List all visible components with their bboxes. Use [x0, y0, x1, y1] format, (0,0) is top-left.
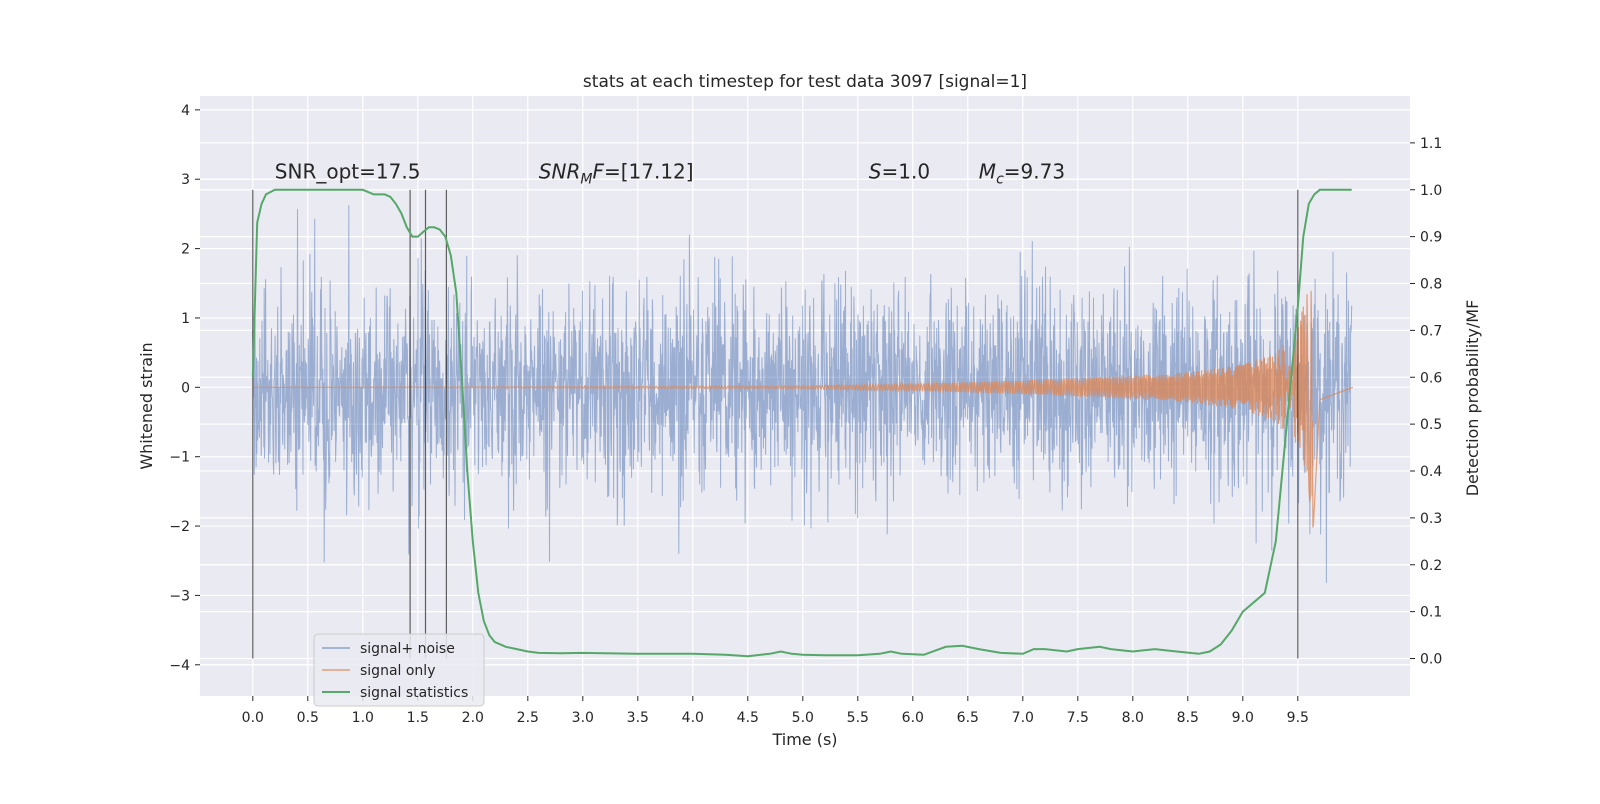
y2-tick-label: 0.8	[1420, 277, 1442, 293]
x-tick-label: 3.0	[572, 710, 594, 726]
y2-tick-label: 0.5	[1420, 417, 1442, 433]
y2-tick-label: 0.2	[1420, 558, 1442, 574]
plot-content	[251, 188, 1354, 659]
y2-tick-label: 0.4	[1420, 464, 1442, 480]
x-tick-label: 8.5	[1177, 710, 1199, 726]
y2-tick-label: 1.0	[1420, 183, 1442, 199]
y2-tick-label: 0.9	[1420, 230, 1442, 246]
x-tick-label: 2.0	[462, 710, 484, 726]
x-tick-label: 4.5	[737, 710, 759, 726]
y2-axis-label: Detection probability/MF	[1463, 300, 1482, 497]
annotation-text: SNR_opt=17.5	[275, 159, 421, 183]
annotation-text: SNRMF=[17.12]	[539, 159, 694, 187]
y2-tick-label: 0.7	[1420, 323, 1442, 339]
y-tick-label: 1	[181, 311, 190, 327]
x-tick-label: 9.0	[1232, 710, 1254, 726]
x-axis-label: Time (s)	[771, 730, 837, 749]
y-tick-label: −2	[169, 519, 190, 535]
legend-label: signal statistics	[360, 685, 468, 701]
y-tick-label: −3	[169, 588, 190, 604]
x-tick-label: 5.5	[847, 710, 869, 726]
annotations: SNR_opt=17.5 SNRMF=[17.12] S=1.0 Mc=9.73	[275, 159, 1065, 187]
series-signal-statistics	[251, 188, 1352, 658]
annotation-text: Mc=9.73	[979, 159, 1065, 187]
chart-title: stats at each timestep for test data 309…	[583, 72, 1027, 92]
series-signal-noise	[252, 205, 1353, 583]
annotation-text: S=1.0	[869, 159, 930, 183]
y2-tick-label: 0.1	[1420, 605, 1442, 621]
x-tick-label: 5.0	[792, 710, 814, 726]
legend: signal+ noise signal only signal statistic…	[313, 633, 485, 707]
y-axis-label: Whitened strain	[137, 342, 156, 469]
legend-label: signal only	[360, 663, 435, 679]
y2-tick-label: 1.1	[1420, 136, 1442, 152]
x-tick-label: 7.5	[1067, 710, 1089, 726]
legend-box	[313, 633, 485, 707]
x-tick-label: 4.0	[682, 710, 704, 726]
x-tick-label: 0.5	[297, 710, 319, 726]
legend-label: signal+ noise	[360, 641, 455, 657]
x-tick-label: 0.0	[242, 710, 264, 726]
y-tick-label: 0	[181, 380, 190, 396]
y2-tick-label: 0.0	[1420, 652, 1442, 668]
y-tick-label: 4	[181, 103, 190, 119]
axes-text: 0.0 0.5 1.0 1.5 2.0 2.5 3.0 3.5 4.0 4.5 5.0 5.5 6.0 6…	[169, 103, 1442, 726]
y-tick-label: −4	[169, 658, 190, 674]
x-tick-label: 3.5	[627, 710, 649, 726]
y-tick-label: −1	[169, 450, 190, 466]
y-tick-label: 3	[181, 172, 190, 188]
x-tick-label: 1.5	[407, 710, 429, 726]
x-tick-label: 9.5	[1287, 710, 1309, 726]
x-tick-label: 7.0	[1012, 710, 1034, 726]
x-tick-label: 8.0	[1122, 710, 1144, 726]
x-tick-label: 1.0	[352, 710, 374, 726]
y2-tick-label: 0.6	[1420, 370, 1442, 386]
x-tick-label: 6.5	[957, 710, 979, 726]
x-tick-label: 6.0	[902, 710, 924, 726]
y2-tick-label: 0.3	[1420, 511, 1442, 527]
y-tick-label: 2	[181, 242, 190, 258]
series-signal-only	[252, 290, 1354, 529]
x-tick-label: 2.5	[517, 710, 539, 726]
